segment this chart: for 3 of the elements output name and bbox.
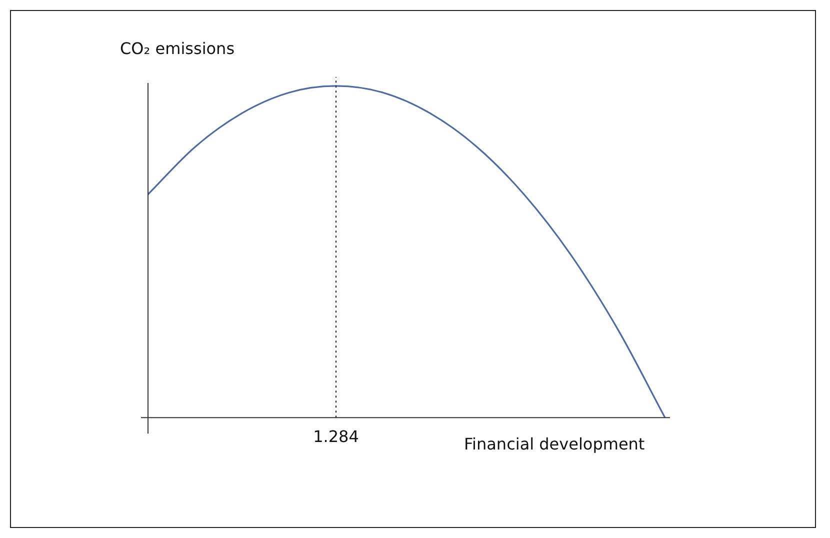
x-axis-title: Financial development: [464, 434, 645, 454]
y-axis-title: CO₂ emissions: [120, 39, 235, 58]
text: 1.284: [313, 426, 359, 446]
